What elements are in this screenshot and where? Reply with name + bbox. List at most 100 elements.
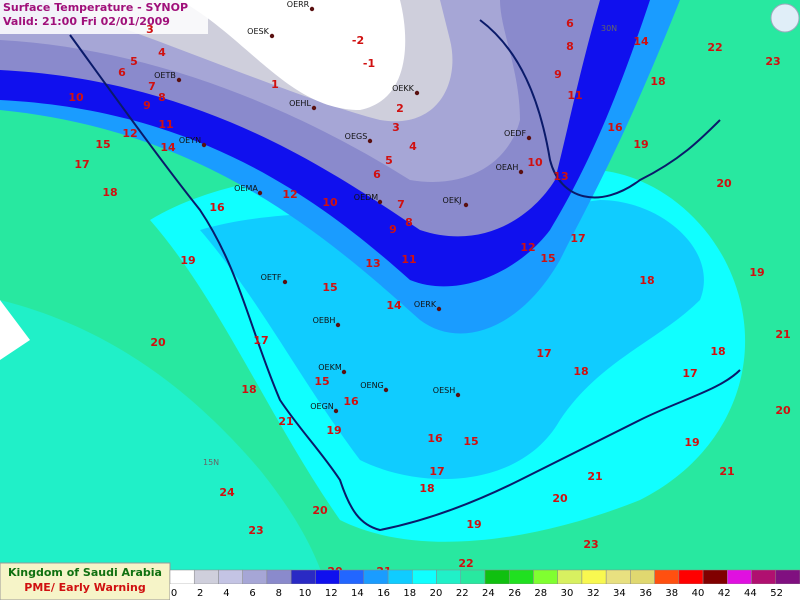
legend-label: 42 <box>718 588 731 599</box>
temperature-label: 15 <box>314 375 329 388</box>
legend-strip <box>170 584 800 600</box>
temperature-label: 19 <box>326 424 341 437</box>
temperature-label: 3 <box>146 23 154 36</box>
station-label: OEDM <box>354 193 379 202</box>
temperature-label: 24 <box>219 486 235 499</box>
station-dot <box>311 105 317 111</box>
temperature-label: 18 <box>241 383 256 396</box>
legend-swatch <box>169 569 195 585</box>
legend-label: 36 <box>639 588 652 599</box>
temperature-label: 21 <box>775 328 790 341</box>
temperature-label: 8 <box>405 216 413 229</box>
temperature-label: 23 <box>765 55 780 68</box>
legend-swatch <box>290 569 316 585</box>
legend-swatch <box>242 569 268 585</box>
temperature-label: 6 <box>118 66 126 79</box>
legend-swatch <box>557 569 583 585</box>
legend-label: 38 <box>665 588 678 599</box>
temperature-label: 8 <box>158 91 166 104</box>
temperature-label: 7 <box>148 80 156 93</box>
legend-label: 52 <box>770 588 783 599</box>
temperature-label: 13 <box>365 257 380 270</box>
temperature-label: 21 <box>587 470 602 483</box>
temperature-label: 15 <box>540 252 555 265</box>
legend-label: 30 <box>561 588 574 599</box>
temperature-label: 18 <box>102 186 117 199</box>
temperature-label: 13 <box>553 170 568 183</box>
station-dot <box>367 138 373 144</box>
temperature-label: 8 <box>566 40 574 53</box>
temperature-label: 19 <box>466 518 481 531</box>
temperature-label: 20 <box>775 404 791 417</box>
temperature-label: 10 <box>527 156 543 169</box>
station-dot <box>257 190 263 196</box>
temperature-label: 5 <box>385 154 393 167</box>
station-label: OENG <box>360 381 384 390</box>
station-label: OEKJ <box>443 196 462 205</box>
temperature-label: 11 <box>567 89 582 102</box>
temperature-label: 18 <box>639 274 654 287</box>
temperature-label: 20 <box>552 492 568 505</box>
temperature-label: 22 <box>707 41 722 54</box>
legend-swatch <box>775 569 800 585</box>
temperature-label: 14 <box>160 141 176 154</box>
temperature-label: 18 <box>419 482 434 495</box>
legend-swatch <box>508 569 534 585</box>
contour-fill <box>180 0 406 110</box>
temperature-label: 4 <box>158 46 166 59</box>
legend-label: 0 <box>171 588 177 599</box>
temperature-label: 9 <box>389 223 397 236</box>
legend-label: 34 <box>613 588 626 599</box>
temperature-label: 17 <box>253 334 268 347</box>
temperature-label: 15 <box>95 138 110 151</box>
legend-swatch <box>436 569 462 585</box>
land-mask <box>0 300 30 360</box>
temperature-label: 12 <box>520 241 535 254</box>
station-dot <box>455 392 461 398</box>
legend-swatch <box>702 569 728 585</box>
station-label: OEGS <box>345 132 368 141</box>
temperature-label: 18 <box>650 75 665 88</box>
legend-swatch <box>460 569 486 585</box>
legend-swatch <box>266 569 292 585</box>
temperature-label: 19 <box>749 266 764 279</box>
temperature-label: 11 <box>401 253 416 266</box>
temperature-label: 20 <box>312 504 328 517</box>
legend-swatch <box>727 569 752 585</box>
station-label: OEYN <box>179 136 201 145</box>
legend-swatch <box>193 569 219 585</box>
temperature-label: 11 <box>158 118 173 131</box>
legend-label: 4 <box>223 588 229 599</box>
map-title: Surface Temperature - SYNOP <box>3 1 188 14</box>
temperature-label: 19 <box>180 254 195 267</box>
org-name: Kingdom of Saudi Arabia <box>8 566 162 579</box>
latitude-label: 30N <box>601 24 617 33</box>
station-label: OERK <box>414 300 437 309</box>
station-label: OEDF <box>504 129 527 138</box>
station-label: OEBH <box>313 316 336 325</box>
temperature-label: 14 <box>386 299 402 312</box>
legend-label: 20 <box>430 588 443 599</box>
station-dot <box>309 6 315 12</box>
temperature-label: 20 <box>150 336 166 349</box>
temperature-label: 3 <box>392 121 400 134</box>
temperature-label: 16 <box>427 432 443 445</box>
dept-name: PME/ Early Warning <box>24 581 145 594</box>
temperature-label: 4 <box>409 140 417 153</box>
temperature-label: 2 <box>396 102 404 115</box>
station-dot <box>176 77 182 83</box>
temperature-label: 7 <box>397 198 405 211</box>
station-label: OEKK <box>392 84 415 93</box>
station-label: OEGN <box>310 402 334 411</box>
station-dot <box>436 306 442 312</box>
temperature-label: 16 <box>607 121 623 134</box>
temperature-label: 15 <box>463 435 478 448</box>
temperature-label: 9 <box>143 99 151 112</box>
legend-label: 32 <box>587 588 600 599</box>
legend-swatch <box>605 569 631 585</box>
station-dot <box>526 135 532 141</box>
station-dot <box>282 279 288 285</box>
station-dot <box>201 142 207 148</box>
legend-swatch <box>678 569 704 585</box>
station-dot <box>518 169 524 175</box>
